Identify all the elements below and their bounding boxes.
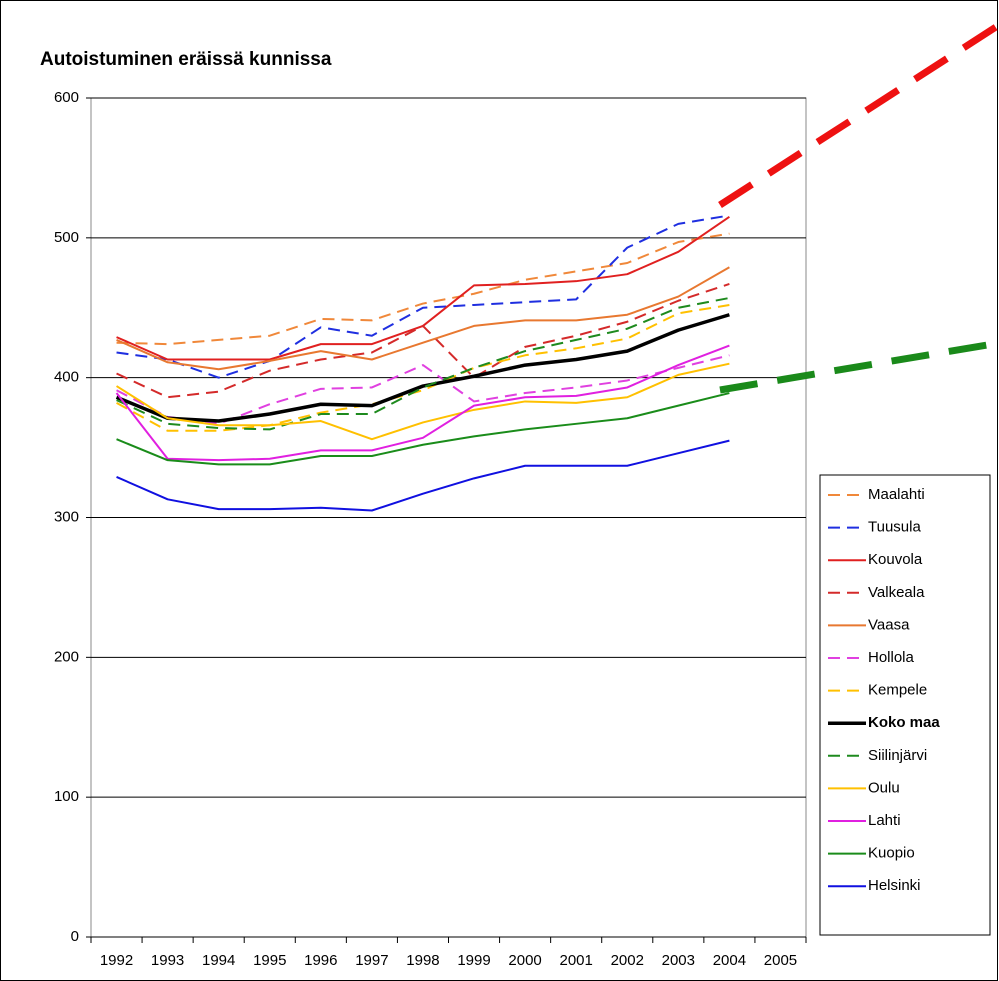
x-tick-label: 2000 xyxy=(508,952,541,969)
series-line xyxy=(116,266,730,371)
x-tick-label: 1995 xyxy=(253,952,286,969)
series-line xyxy=(115,344,730,462)
x-tick-label: 2004 xyxy=(713,952,746,969)
legend-label: Hollola xyxy=(868,649,915,666)
legend-label: Helsinki xyxy=(868,877,921,894)
x-tick-label: 1993 xyxy=(151,952,184,969)
y-tick-label: 0 xyxy=(71,928,79,945)
legend-label: Maalahti xyxy=(868,486,925,503)
y-tick-label: 200 xyxy=(54,648,79,665)
x-tick-label: 1997 xyxy=(355,952,388,969)
legend-label: Kempele xyxy=(868,682,927,699)
legend xyxy=(819,474,991,936)
series-line xyxy=(116,214,730,379)
y-tick-label: 300 xyxy=(54,508,79,525)
legend-label: Vaasa xyxy=(868,616,910,633)
y-tick-label: 600 xyxy=(54,89,79,106)
legend-label: Kuopio xyxy=(868,845,915,862)
x-tick-label: 1996 xyxy=(304,952,337,969)
trend-arrow xyxy=(719,339,999,394)
legend-label: Kouvola xyxy=(868,551,923,568)
legend-label: Siilinjärvi xyxy=(868,747,927,764)
x-tick-label: 1994 xyxy=(202,952,235,969)
series-line xyxy=(116,392,730,466)
chart-title: Autoistuminen eräissä kunnissa xyxy=(40,49,332,70)
x-tick-label: 1992 xyxy=(100,952,133,969)
x-tick-label: 2005 xyxy=(764,952,797,969)
series-line xyxy=(116,354,730,425)
x-tick-label: 2003 xyxy=(662,952,695,969)
y-tick-label: 500 xyxy=(54,229,79,246)
plot: 0 100 200 300 400 500 600 1992 1993 1994 1995 1996 1… xyxy=(54,89,807,969)
legend-label: Koko maa xyxy=(868,714,940,731)
series-line xyxy=(116,232,730,346)
legend-label: Lahti xyxy=(868,812,901,829)
series-line xyxy=(116,283,730,399)
legend-label: Tuusula xyxy=(868,519,921,536)
y-tick-label: 100 xyxy=(54,788,79,805)
y-tick-label: 400 xyxy=(54,369,79,386)
series-line xyxy=(116,439,730,512)
series-line xyxy=(116,362,730,441)
legend-label: Oulu xyxy=(868,779,900,796)
x-tick-label: 2002 xyxy=(611,952,644,969)
series-line xyxy=(115,313,730,423)
x-tick-label: 1998 xyxy=(406,952,439,969)
legend-label: Valkeala xyxy=(868,584,925,601)
x-tick-label: 2001 xyxy=(559,952,592,969)
x-tick-label: 1999 xyxy=(457,952,490,969)
series-line xyxy=(116,296,730,431)
